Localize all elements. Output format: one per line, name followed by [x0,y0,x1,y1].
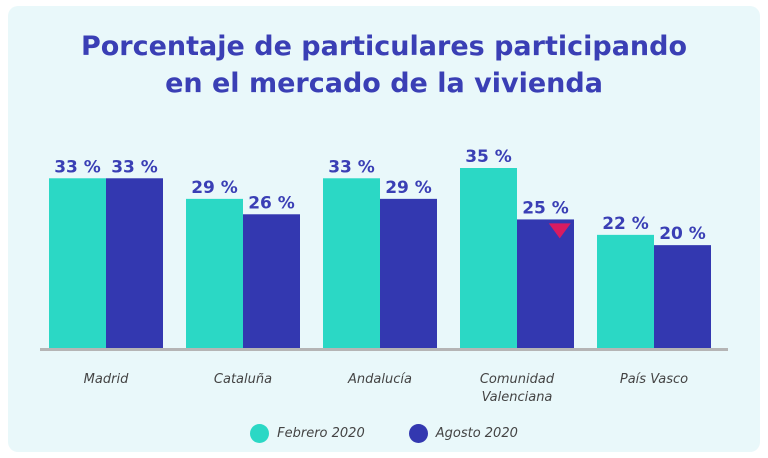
value-label-agosto-4: 20 % [659,224,706,244]
value-label-febrero-3: 35 % [465,147,512,167]
chart-title-line-2: en el mercado de la vivienda [165,68,603,99]
value-label-febrero-2: 33 % [328,157,375,177]
value-label-agosto-3: 25 % [522,198,569,218]
decrease-marker-icon [548,223,571,239]
bar-agosto-0 [106,178,163,348]
bar-febrero-3 [460,168,517,348]
category-label-0: Madrid [84,372,129,387]
bar-febrero-4 [597,234,654,348]
chart-title-line-1: Porcentaje de particulares participando [80,31,688,62]
legend: Febrero 2020 Agosto 2020 [0,424,768,443]
category-label-3: Comunidad Valenciana [480,372,555,405]
bar-febrero-2 [323,178,380,348]
legend-item-agosto: Agosto 2020 [408,424,518,443]
value-label-agosto-0: 33 % [111,157,158,177]
bar-agosto-3 [517,219,574,348]
legend-item-febrero: Febrero 2020 [250,424,365,443]
category-label-2: Andalucía [347,372,412,387]
legend-label-febrero: Febrero 2020 [277,426,365,441]
x-axis-baseline [40,348,728,351]
legend-swatch-agosto [408,424,428,443]
legend-swatch-febrero [250,424,270,443]
bar-febrero-1 [186,198,243,348]
legend-label-agosto: Agosto 2020 [435,426,518,441]
category-label-4: País Vasco [620,372,688,387]
bar-agosto-2 [380,198,437,348]
value-label-febrero-0: 33 % [54,157,101,177]
bar-agosto-4 [654,245,711,348]
value-label-agosto-1: 26 % [248,193,295,213]
chart-title: Porcentaje de particulares participando … [0,28,768,102]
value-label-febrero-4: 22 % [602,214,649,234]
bar-febrero-0 [49,178,106,348]
value-label-febrero-1: 29 % [191,178,238,198]
value-label-agosto-2: 29 % [385,178,432,198]
bar-agosto-1 [243,214,300,348]
category-label-1: Cataluña [214,372,272,387]
